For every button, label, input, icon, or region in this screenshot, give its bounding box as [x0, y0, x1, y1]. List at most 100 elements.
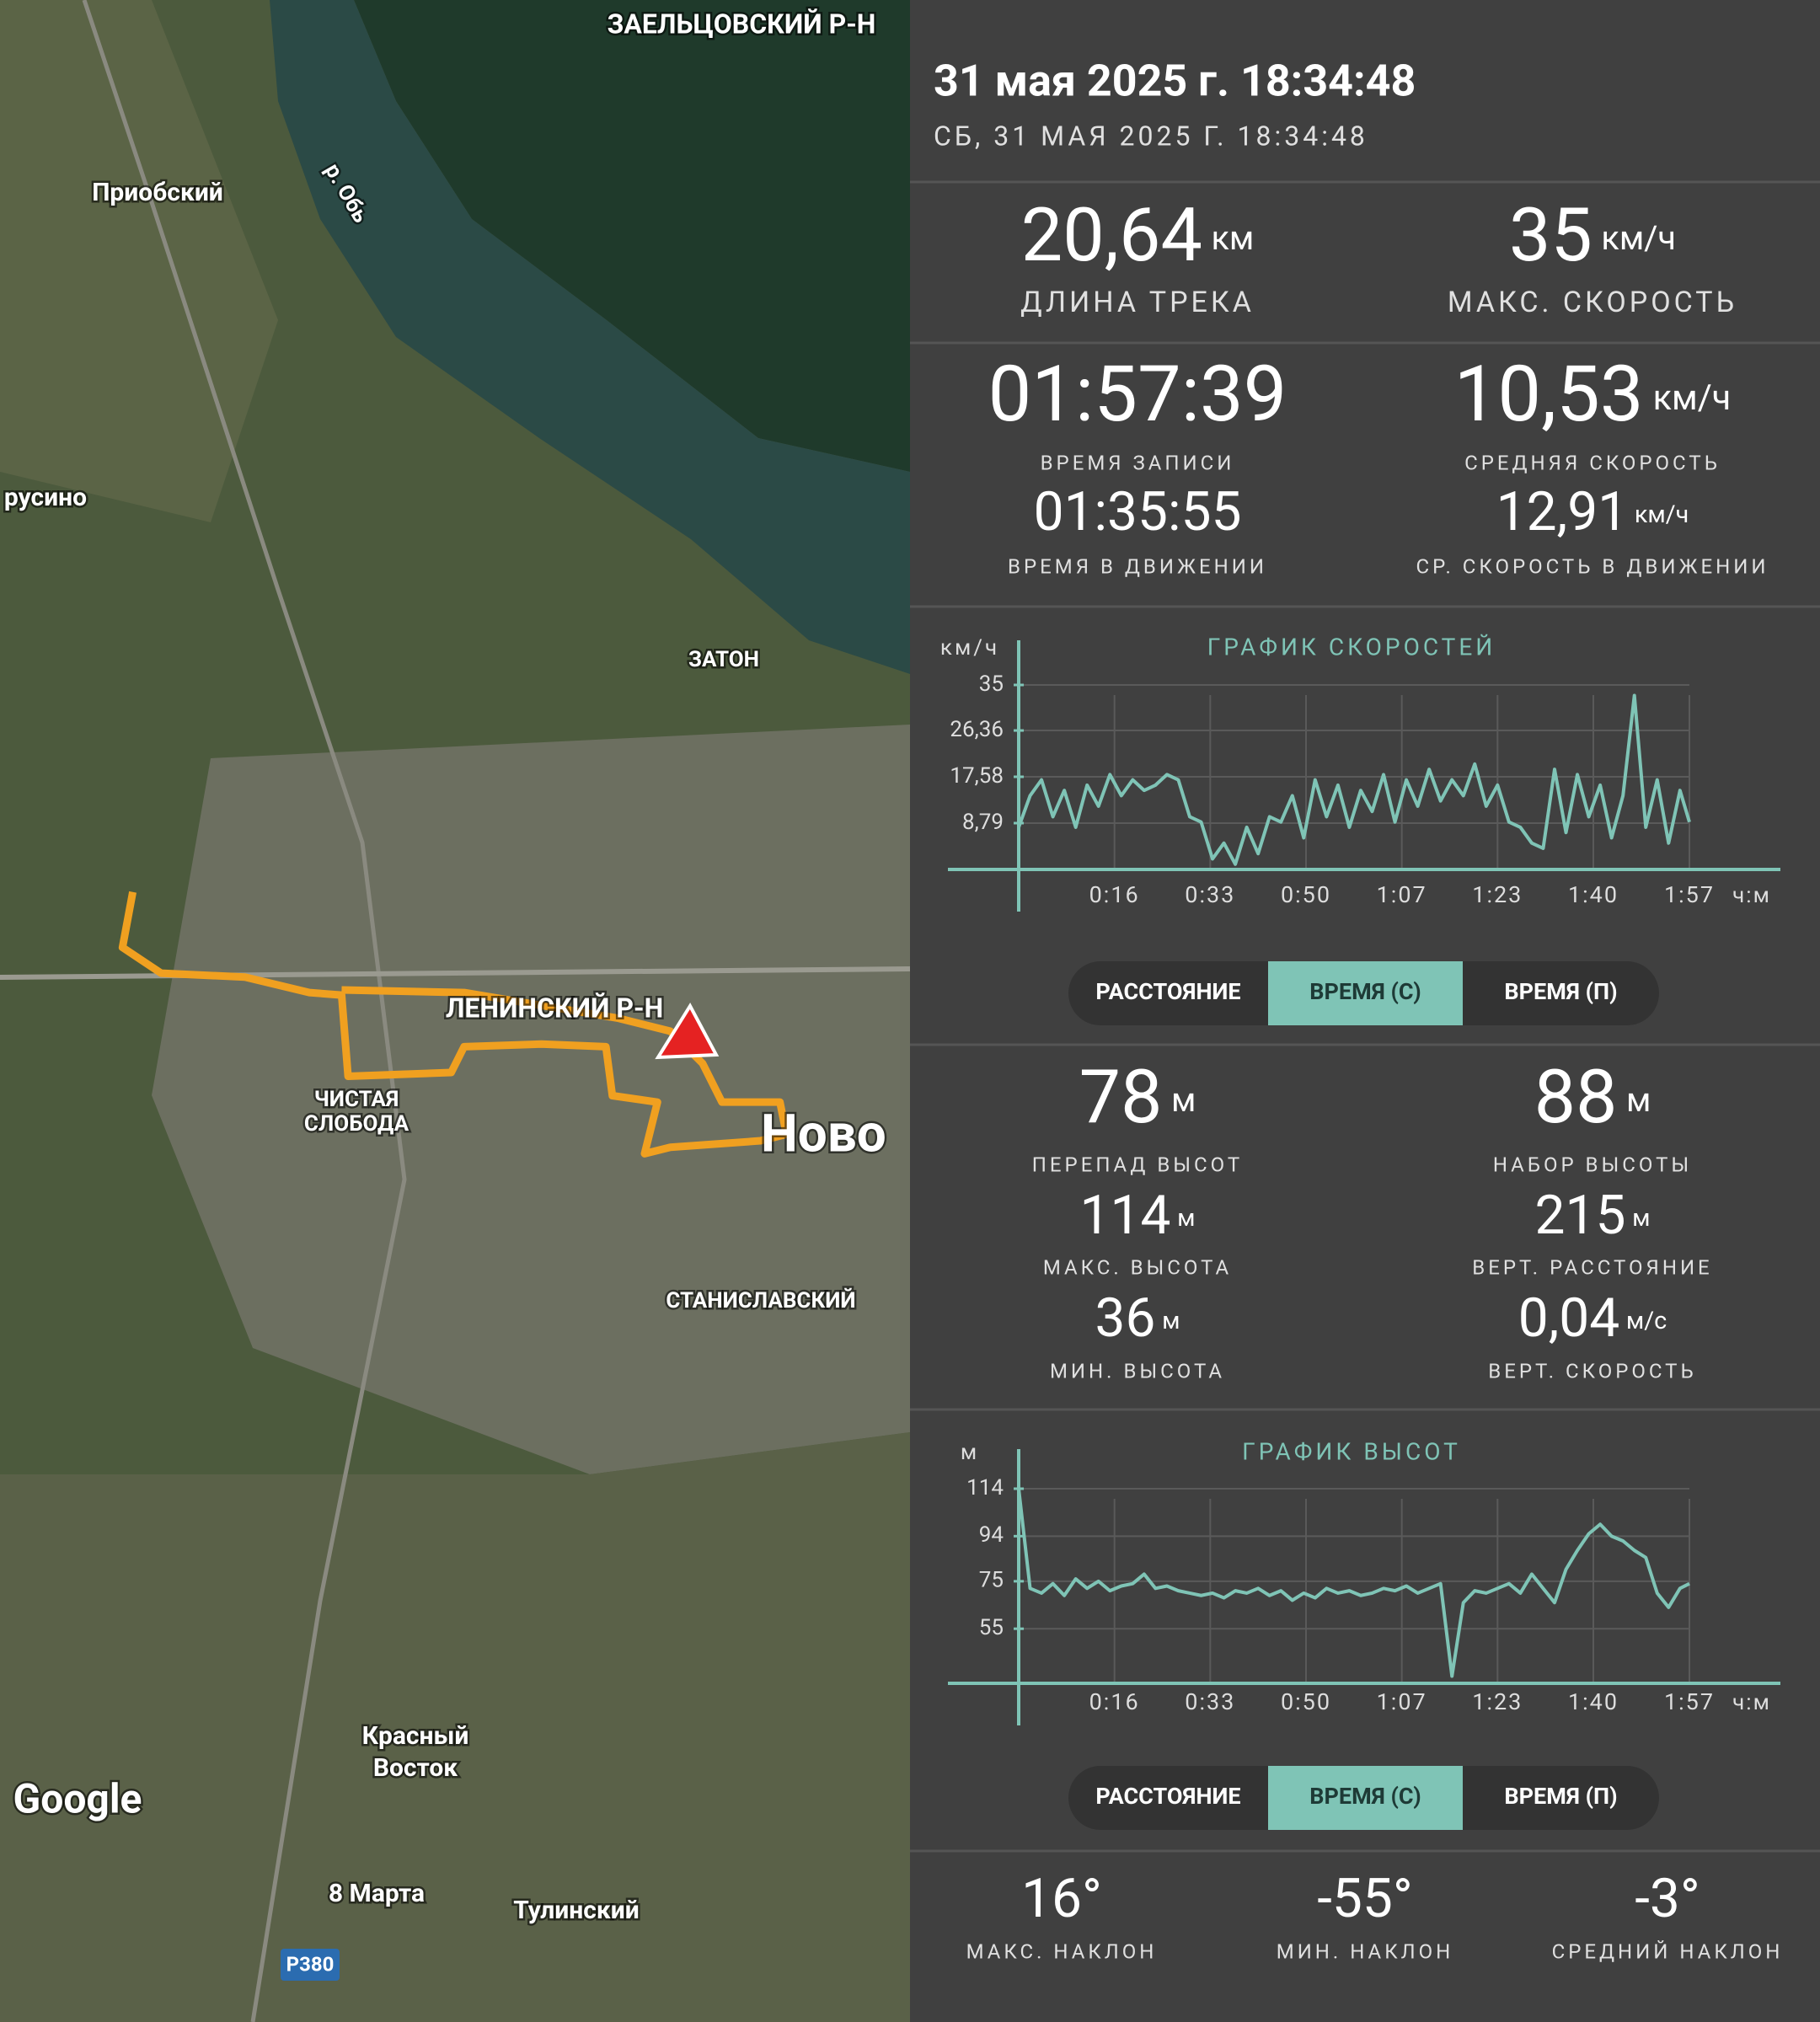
separators — [910, 180, 1820, 1853]
stat-label: МАКС. СКОРОСТЬ — [1448, 286, 1737, 319]
y-axis-label: м — [961, 1440, 979, 1465]
stat-number: 35 — [1509, 192, 1592, 279]
x-tick-label: 0:50 — [1281, 1688, 1331, 1715]
stat-unit: км/ч — [1653, 378, 1732, 419]
stat-value: 20,64 км — [1021, 192, 1254, 279]
stat-value: 114 м — [1080, 1184, 1196, 1247]
toggle-option[interactable]: РАССТОЯНИЕ — [1095, 1783, 1240, 1810]
stat-value: 10,53 км/ч — [1454, 350, 1732, 440]
toggle-option[interactable]: ВРЕМЯ (С) — [1309, 1783, 1421, 1810]
stat-label: ПЕРЕПАД ВЫСОТ — [1032, 1153, 1243, 1176]
map-label: Тулинский — [513, 1896, 639, 1925]
stat-number: 215 — [1535, 1184, 1626, 1247]
x-tick-label: 1:40 — [1568, 881, 1619, 908]
map-label: Приобский — [92, 178, 223, 207]
toggle-option[interactable]: ВРЕМЯ (П) — [1504, 1783, 1617, 1810]
stat-label: ВРЕМЯ В ДВИЖЕНИИ — [1008, 554, 1267, 578]
stat-value: 36 м — [1095, 1286, 1180, 1350]
x-axis-label: ч:м — [1732, 1690, 1771, 1715]
y-tick-label: 35 — [979, 671, 1004, 697]
y-tick-label: 94 — [979, 1522, 1004, 1548]
x-tick-label: 1:07 — [1377, 1688, 1427, 1715]
stat-number: 78 — [1079, 1054, 1163, 1141]
road-sign — [281, 1949, 340, 1981]
map-label: ЗАТОН — [688, 647, 759, 672]
toggle-option[interactable]: ВРЕМЯ (С) — [1309, 978, 1421, 1005]
fields — [0, 0, 278, 522]
road-sign-label: Р380 — [286, 1952, 335, 1976]
stat-unit: м — [1632, 1204, 1650, 1233]
stat-label: ВЕРТ. РАССТОЯНИЕ — [1472, 1255, 1712, 1279]
stat-value: -55° — [1317, 1867, 1413, 1930]
map-attribution: Google — [13, 1775, 142, 1823]
stat-number: 36 — [1095, 1286, 1156, 1350]
stat-value: 35 км/ч — [1509, 192, 1676, 279]
city — [152, 725, 910, 1474]
map-label: СЛОБОДА — [304, 1111, 410, 1137]
toggle-option[interactable]: РАССТОЯНИЕ — [1095, 978, 1240, 1005]
stat-label: МИН. НАКЛОН — [1277, 1939, 1454, 1963]
stat-value: -3° — [1635, 1867, 1700, 1930]
stat-label: МАКС. ВЫСОТА — [1043, 1255, 1232, 1279]
stat-unit: м/с — [1626, 1307, 1667, 1335]
map-label: Красный — [362, 1721, 469, 1751]
map — [0, 0, 911, 2022]
y-tick-label: 75 — [979, 1568, 1004, 1593]
x-tick-label: 1:23 — [1472, 881, 1523, 908]
stat-unit: км/ч — [1635, 500, 1689, 529]
y-tick-label: 114 — [966, 1475, 1004, 1500]
x-tick-label: 0:33 — [1185, 881, 1235, 908]
map-label: ЧИСТАЯ — [314, 1087, 399, 1112]
outskirts — [0, 1432, 910, 2022]
map-label: 8 Марта — [329, 1879, 425, 1908]
stat-label: НАБОР ВЫСОТЫ — [1493, 1153, 1692, 1176]
x-tick-label: 1:40 — [1568, 1688, 1619, 1715]
y-tick-label: 17,58 — [950, 763, 1004, 789]
stat-label: МАКС. НАКЛОН — [966, 1939, 1158, 1963]
stat-number: 12,91 — [1496, 480, 1628, 543]
stat-label: ВЕРТ. СКОРОСТЬ — [1488, 1359, 1696, 1383]
stat-label: ВРЕМЯ ЗАПИСИ — [1041, 451, 1235, 474]
chart-title: ГРАФИК ВЫСОТ — [1242, 1437, 1461, 1465]
stat-label: СР. СКОРОСТЬ В ДВИЖЕНИИ — [1416, 554, 1769, 578]
x-tick-label: 0:16 — [1089, 881, 1140, 908]
map-label: русино — [4, 483, 87, 512]
stat-value: 78 м — [1079, 1054, 1196, 1141]
toggle-active — [1268, 961, 1463, 1025]
stat-number: 88 — [1534, 1054, 1618, 1141]
stat-unit: м — [1177, 1204, 1195, 1233]
stat-label: ДЛИНА ТРЕКА — [1020, 286, 1255, 319]
road — [0, 966, 911, 980]
x-tick-label: 1:57 — [1664, 1688, 1715, 1715]
x-tick-label: 0:50 — [1281, 881, 1331, 908]
x-tick-label: 0:33 — [1185, 1688, 1235, 1715]
track — [118, 891, 790, 1158]
x-tick-label: 1:57 — [1664, 881, 1715, 908]
position-arrow — [655, 1003, 720, 1060]
map-label: ЗАЕЛЬЦОВСКИЙ Р-Н — [608, 8, 876, 40]
x-axis-label: ч:м — [1732, 883, 1771, 908]
y-tick-label: 26,36 — [950, 717, 1004, 742]
stat-label: СРЕДНИЙ НАКЛОН — [1552, 1939, 1784, 1963]
stat-unit: м — [1626, 1080, 1651, 1120]
track-title: 31 мая 2025 г. 18:34:48 — [934, 56, 1416, 107]
x-tick-label: 1:07 — [1377, 881, 1427, 908]
map-label: Восток — [373, 1753, 458, 1783]
stat-value: 0,04 м/с — [1518, 1286, 1667, 1350]
y-axis-label: км/ч — [940, 635, 999, 661]
stat-number: 16° — [1021, 1867, 1102, 1930]
stat-value: 01:35:55 — [1034, 480, 1242, 543]
y-tick-label: 55 — [979, 1615, 1004, 1640]
toggle-active — [1268, 1766, 1463, 1830]
map-label: СТАНИСЛАВСКИЙ — [666, 1287, 855, 1313]
river — [270, 0, 910, 674]
stat-label: СРЕДНЯЯ СКОРОСТЬ — [1464, 451, 1721, 474]
stat-unit: м — [1162, 1307, 1180, 1335]
map-label: Ново — [761, 1103, 886, 1164]
toggle-option[interactable]: ВРЕМЯ (П) — [1504, 978, 1617, 1005]
stat-number: 01:35:55 — [1034, 480, 1242, 543]
stat-value: 01:57:39 — [988, 350, 1287, 440]
stat-number: 01:57:39 — [988, 350, 1287, 440]
